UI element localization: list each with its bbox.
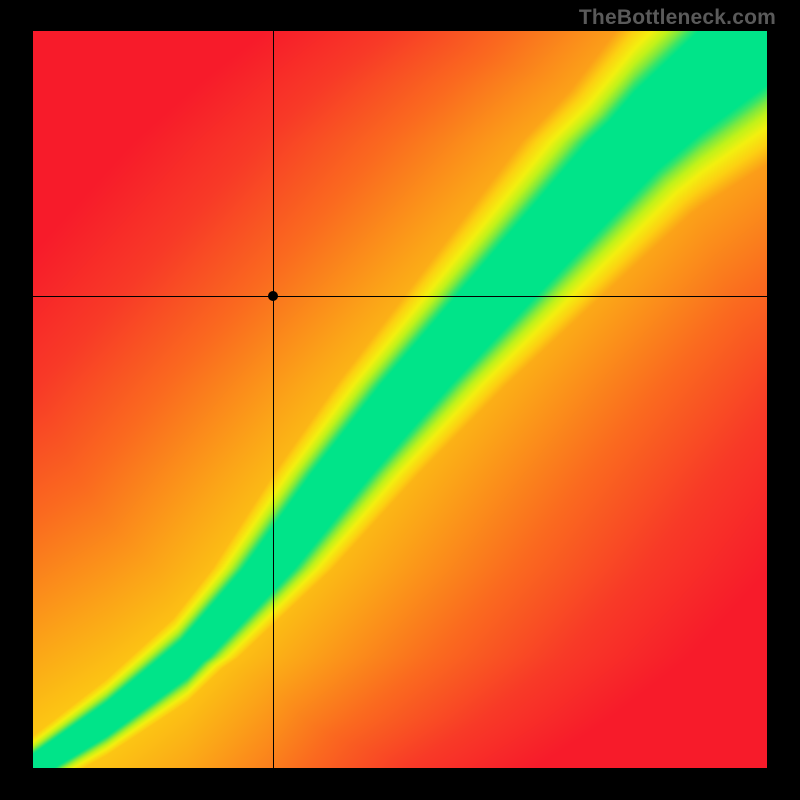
crosshair-horizontal <box>33 296 767 297</box>
heatmap-canvas <box>33 31 767 768</box>
watermark-text: TheBottleneck.com <box>579 6 776 30</box>
crosshair-marker <box>268 291 278 301</box>
chart-container: TheBottleneck.com <box>0 0 800 800</box>
crosshair-vertical <box>273 31 274 768</box>
heatmap-canvas-wrap <box>33 31 767 768</box>
plot-frame <box>33 31 767 768</box>
